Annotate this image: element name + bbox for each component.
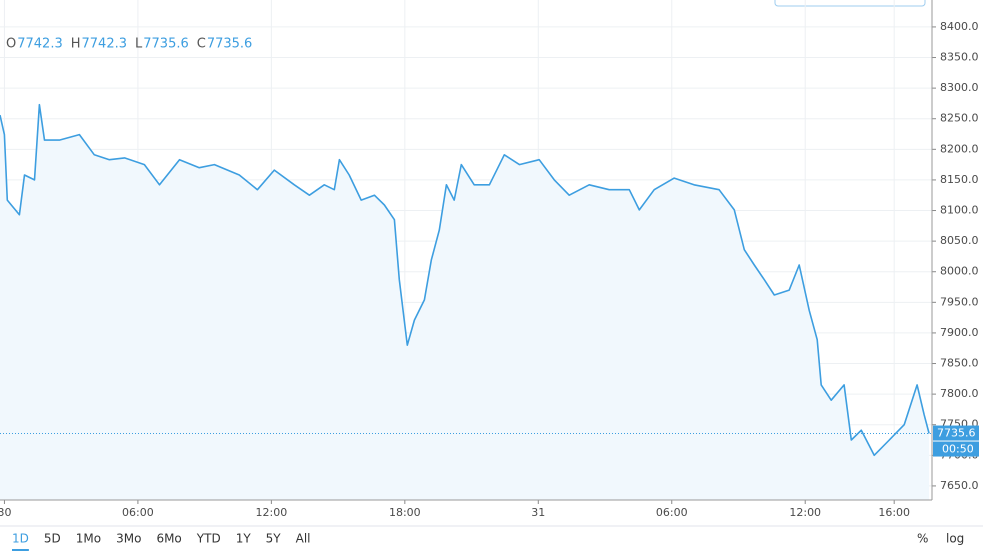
range-button[interactable]: 1Y — [236, 532, 252, 546]
y-tick-label: 8150.0 — [940, 173, 979, 186]
ohlc-value: 7742.3 — [17, 37, 63, 52]
price-tag — [933, 425, 979, 441]
range-button[interactable]: 5Y — [266, 532, 282, 546]
top-button[interactable] — [774, 0, 926, 7]
y-tick-label: 7650.0 — [940, 479, 979, 492]
range-button[interactable]: 5D — [44, 532, 61, 546]
scale-button[interactable]: log — [946, 532, 964, 546]
x-tick-label: 12:00 — [256, 506, 288, 519]
countdown-label: 00:50 — [942, 443, 974, 456]
x-tick-label: 06:00 — [122, 506, 154, 519]
x-tick-label: 12:00 — [789, 506, 821, 519]
y-tick-label: 7850.0 — [940, 357, 979, 370]
y-tick-label: 7950.0 — [940, 295, 979, 308]
range-button[interactable]: 6Mo — [156, 532, 181, 546]
x-tick-label: 06:00 — [656, 506, 688, 519]
x-tick-label: 30 — [0, 506, 11, 519]
range-button[interactable]: 3Mo — [116, 532, 141, 546]
y-tick-label: 8400.0 — [940, 20, 979, 33]
y-tick-label: 7900.0 — [940, 326, 979, 339]
y-tick-label: 8350.0 — [940, 51, 979, 64]
range-button[interactable]: YTD — [196, 532, 221, 546]
x-tick-label: 16:00 — [878, 506, 910, 519]
y-tick-label: 8200.0 — [940, 142, 979, 155]
scale-button[interactable]: % — [917, 532, 928, 546]
y-tick-label: 7800.0 — [940, 387, 979, 400]
y-tick-label: 8100.0 — [940, 204, 979, 217]
ohlc-value: 7742.3 — [82, 37, 128, 52]
range-button[interactable]: 1D — [12, 532, 29, 546]
range-button[interactable]: All — [296, 532, 311, 546]
x-tick-label: 31 — [531, 506, 545, 519]
y-tick-label: 8250.0 — [940, 112, 979, 125]
ohlc-value: 7735.6 — [207, 37, 253, 52]
countdown-tag — [933, 441, 979, 457]
y-tick-label: 8050.0 — [940, 234, 979, 247]
price-tag-label: 7735.6 — [937, 427, 976, 440]
area — [0, 104, 930, 500]
range-button[interactable]: 1Mo — [76, 532, 101, 546]
price-line — [0, 103, 930, 457]
ohlc-key: C — [197, 37, 206, 52]
ohlc-value: 7735.6 — [143, 37, 189, 52]
y-tick-label: 8000.0 — [940, 265, 979, 278]
x-tick-label: 18:00 — [389, 506, 421, 519]
ohlc-key: O — [6, 37, 16, 52]
ohlc-key: H — [71, 37, 81, 52]
y-tick-label: 8300.0 — [940, 81, 979, 94]
ohlc-key: L — [135, 37, 143, 52]
